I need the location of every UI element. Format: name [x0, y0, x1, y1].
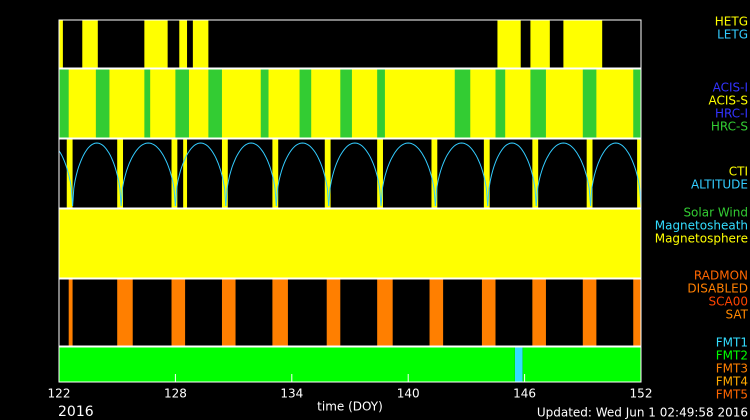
state-segment — [95, 69, 110, 138]
legend-entry: FMT1 — [716, 336, 748, 350]
altitude-arc — [487, 142, 537, 207]
legend-entry: SCA00 — [709, 295, 748, 309]
legend-entry: ALTITUDE — [691, 178, 748, 192]
altitude-arc — [434, 142, 489, 207]
state-segment — [183, 139, 188, 208]
legend-entry: FMT5 — [716, 388, 748, 402]
state-segment — [179, 20, 188, 68]
state-segment — [66, 139, 73, 208]
state-segment — [563, 20, 603, 68]
state-segment — [68, 279, 73, 346]
state-segment — [117, 139, 124, 208]
state-segment — [497, 20, 521, 68]
state-segment — [532, 139, 539, 208]
state-segment — [260, 69, 269, 138]
legend-entry: FMT4 — [716, 375, 748, 389]
legend-entry: LETG — [717, 28, 748, 42]
state-segment — [377, 139, 383, 208]
altitude-arc — [174, 142, 227, 207]
altitude-arc — [275, 142, 330, 207]
legend-entry: ACIS-S — [709, 94, 748, 108]
altitude-arc — [380, 142, 436, 207]
panel-frame — [58, 19, 642, 69]
updated-label: Updated: Wed Jun 1 02:49:58 2016 — [537, 406, 748, 420]
state-segment — [377, 279, 393, 346]
legend-entry: SAT — [726, 308, 749, 322]
altitude-arc — [225, 142, 277, 207]
x-tick-label: 122 — [48, 387, 71, 401]
state-segment — [272, 279, 288, 346]
state-segment — [324, 139, 331, 208]
state-segment — [59, 69, 69, 138]
panel-frame — [58, 346, 642, 383]
state-segment — [221, 279, 236, 346]
state-segment — [514, 347, 523, 382]
state-segment — [59, 209, 641, 278]
state-segment — [82, 20, 98, 68]
legend-entry: ACIS-I — [713, 81, 748, 95]
panel-frame — [58, 278, 642, 347]
year-label: 2016 — [58, 404, 94, 420]
state-segment — [454, 69, 471, 138]
x-tick-label: 146 — [513, 387, 536, 401]
state-segment — [340, 69, 352, 138]
state-segment — [117, 279, 133, 346]
state-segment — [633, 279, 641, 346]
panel-frame — [58, 138, 642, 209]
state-segment — [175, 69, 189, 138]
panel-frame — [58, 68, 642, 139]
state-segment — [171, 279, 186, 346]
legend-entry: FMT3 — [716, 362, 748, 376]
altitude-arc — [72, 142, 122, 207]
state-segment — [532, 279, 546, 346]
legend-entry: HRC-I — [715, 107, 748, 121]
legend-entry: FMT2 — [716, 349, 748, 363]
legend-entry: CTI — [729, 165, 748, 179]
x-tick-label: 134 — [280, 387, 303, 401]
x-axis-label: time (DOY) — [317, 400, 383, 414]
state-segment — [144, 20, 168, 68]
legend-entry: DISABLED — [687, 282, 748, 296]
state-segment — [582, 69, 597, 138]
state-segment — [59, 347, 515, 382]
panel-frame — [58, 208, 642, 279]
state-segment — [59, 20, 63, 68]
legend-entry: HETG — [715, 15, 748, 29]
state-segment — [429, 279, 444, 346]
altitude-arc — [535, 142, 592, 207]
state-segment — [377, 69, 385, 138]
legend-entry: Magnetosheath — [655, 219, 748, 233]
state-segment — [530, 69, 546, 138]
state-segment — [144, 69, 151, 138]
altitude-arc — [328, 142, 382, 207]
state-segment — [326, 279, 341, 346]
altitude-arc — [59, 149, 74, 207]
state-segment — [483, 139, 490, 208]
state-segment — [171, 139, 178, 208]
legend-entry: RADMON — [694, 269, 748, 283]
legend-entry: HRC-S — [711, 120, 748, 134]
state-segment — [633, 69, 641, 138]
state-segment — [582, 279, 597, 346]
state-segment — [192, 20, 209, 68]
state-segment — [530, 20, 550, 68]
state-segment — [299, 69, 312, 138]
legend-entry: Solar Wind — [683, 206, 748, 220]
state-segment — [481, 279, 496, 346]
state-segment — [637, 139, 641, 208]
state-segment — [208, 69, 222, 138]
state-segment — [495, 69, 506, 138]
legend-entry: Magnetosphere — [655, 232, 748, 246]
state-segment — [221, 139, 228, 208]
altitude-arc — [590, 142, 642, 207]
state-segment — [431, 139, 438, 208]
x-tick-label: 128 — [164, 387, 187, 401]
state-segment — [272, 139, 279, 208]
x-tick-label: 152 — [630, 387, 653, 401]
state-segment — [522, 347, 641, 382]
altitude-arc — [120, 142, 176, 207]
x-tick-label: 140 — [397, 387, 420, 401]
state-segment — [586, 139, 593, 208]
